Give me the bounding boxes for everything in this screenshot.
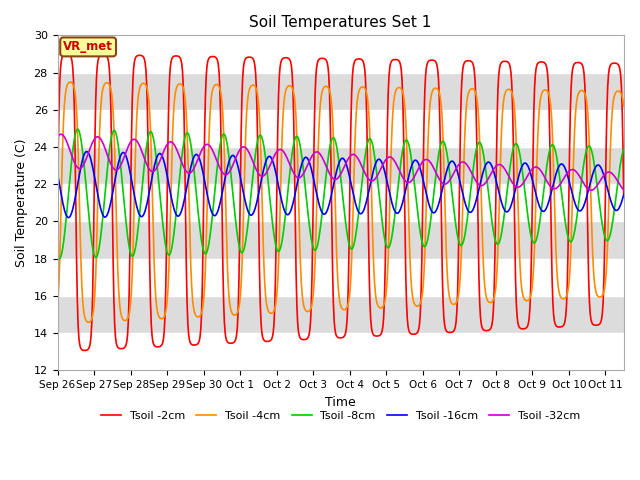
Tsoil -2cm: [81, 348, 88, 353]
Tsoil -8cm: [57, 254, 65, 260]
Tsoil -32cm: [134, 139, 141, 145]
Tsoil -2cm: [475, 273, 483, 279]
Line: Tsoil -32cm: Tsoil -32cm: [58, 134, 624, 190]
Title: Soil Temperatures Set 1: Soil Temperatures Set 1: [250, 15, 432, 30]
Tsoil -8cm: [55, 256, 63, 262]
Tsoil -32cm: [620, 187, 628, 193]
Bar: [58, 184, 624, 221]
Bar: [58, 259, 624, 296]
Tsoil -32cm: [58, 132, 65, 137]
Tsoil -2cm: [318, 55, 326, 61]
Tsoil -4cm: [56, 254, 63, 260]
Tsoil -4cm: [134, 93, 142, 99]
Tsoil -8cm: [74, 126, 81, 132]
Bar: [58, 333, 624, 371]
Bar: [58, 110, 624, 147]
Tsoil -32cm: [474, 181, 482, 187]
Tsoil -16cm: [134, 209, 142, 215]
Tsoil -16cm: [83, 149, 90, 155]
Tsoil -16cm: [65, 215, 72, 220]
Line: Tsoil -4cm: Tsoil -4cm: [58, 82, 624, 323]
Tsoil -16cm: [56, 184, 63, 190]
Tsoil -4cm: [461, 123, 469, 129]
Tsoil -16cm: [318, 209, 326, 215]
Tsoil -2cm: [56, 78, 63, 84]
Tsoil -4cm: [297, 265, 305, 271]
Tsoil -8cm: [54, 252, 61, 258]
Tsoil -4cm: [475, 120, 483, 126]
Tsoil -8cm: [620, 146, 628, 152]
Tsoil -4cm: [54, 304, 61, 310]
Y-axis label: Soil Temperature (C): Soil Temperature (C): [15, 139, 28, 267]
Tsoil -16cm: [475, 186, 483, 192]
Line: Tsoil -16cm: Tsoil -16cm: [58, 152, 624, 217]
Tsoil -32cm: [317, 153, 325, 158]
Tsoil -8cm: [297, 145, 305, 151]
Tsoil -2cm: [63, 51, 70, 57]
Tsoil -8cm: [475, 140, 483, 145]
Tsoil -4cm: [620, 103, 628, 108]
Tsoil -32cm: [56, 132, 63, 137]
Bar: [58, 36, 624, 72]
Tsoil -32cm: [461, 159, 468, 165]
Tsoil -2cm: [620, 191, 628, 196]
Tsoil -2cm: [297, 336, 305, 341]
Tsoil -32cm: [587, 187, 595, 193]
Tsoil -16cm: [461, 201, 469, 206]
Tsoil -8cm: [318, 212, 326, 217]
Tsoil -4cm: [67, 79, 74, 85]
Tsoil -16cm: [297, 166, 305, 171]
Tsoil -32cm: [54, 134, 61, 140]
Tsoil -4cm: [85, 320, 93, 325]
Tsoil -16cm: [54, 171, 61, 177]
X-axis label: Time: Time: [325, 396, 356, 408]
Tsoil -2cm: [461, 59, 469, 64]
Tsoil -4cm: [318, 90, 326, 96]
Tsoil -2cm: [54, 200, 61, 206]
Text: VR_met: VR_met: [63, 40, 113, 53]
Tsoil -2cm: [134, 52, 142, 58]
Tsoil -16cm: [620, 192, 628, 198]
Line: Tsoil -8cm: Tsoil -8cm: [58, 129, 624, 259]
Tsoil -32cm: [296, 175, 304, 180]
Legend: Tsoil -2cm, Tsoil -4cm, Tsoil -8cm, Tsoil -16cm, Tsoil -32cm: Tsoil -2cm, Tsoil -4cm, Tsoil -8cm, Tsoi…: [97, 406, 584, 425]
Line: Tsoil -2cm: Tsoil -2cm: [58, 54, 624, 350]
Tsoil -8cm: [461, 230, 469, 236]
Tsoil -8cm: [134, 224, 142, 229]
